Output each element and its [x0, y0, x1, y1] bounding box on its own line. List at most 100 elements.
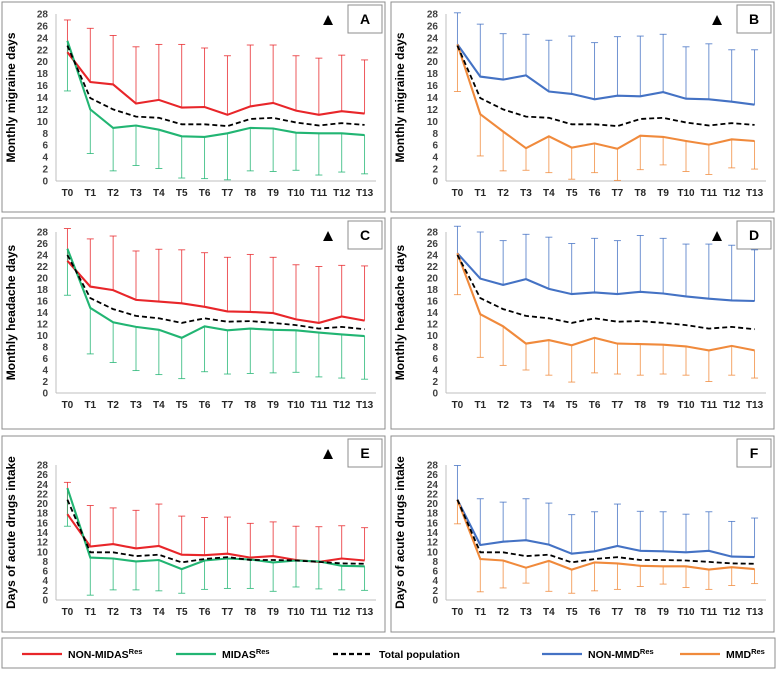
x-tick-label: T2 [107, 607, 119, 618]
series-line-mmd-res [456, 499, 755, 571]
y-tick-label: 8 [432, 557, 438, 568]
y-tick-label: 22 [427, 262, 439, 273]
y-tick-label: 0 [42, 177, 48, 188]
legend-label-superscript: Res [751, 647, 765, 656]
x-tick-label: T0 [62, 188, 74, 199]
x-tick-label: T12 [723, 400, 741, 411]
x-tick-label: T4 [543, 400, 555, 411]
x-tick-label: T3 [520, 400, 532, 411]
y-tick-label: 16 [427, 81, 439, 92]
x-tick-label: T5 [176, 607, 188, 618]
y-tick-label: 4 [42, 576, 48, 587]
y-tick-label: 2 [42, 377, 48, 388]
y-tick-label: 20 [427, 274, 439, 285]
legend-label: NON-MMDRes [588, 647, 654, 661]
series-line-total-population [456, 254, 755, 331]
y-tick-label: 18 [427, 509, 439, 520]
y-tick-label: 8 [432, 129, 438, 140]
x-tick-label: T0 [452, 400, 464, 411]
series-line-total-population [66, 499, 365, 565]
y-axis-label: Days of acute drugs intake [393, 456, 407, 609]
legend-label-superscript: Res [129, 647, 143, 656]
y-tick-label: 26 [427, 21, 439, 32]
x-tick-label: T7 [612, 188, 624, 199]
panel-frame [1, 217, 386, 430]
y-tick-label: 24 [37, 33, 49, 44]
x-tick-label: T11 [701, 400, 718, 411]
y-tick-label: 20 [37, 274, 49, 285]
panel-letter-box [347, 220, 383, 250]
series-line-total-population [456, 45, 755, 128]
y-tick-label: 12 [37, 320, 49, 331]
x-tick-label: T13 [356, 607, 374, 618]
y-tick-label: 0 [432, 389, 438, 400]
series-line-mmd-res [456, 252, 755, 352]
x-tick-label: T8 [244, 607, 256, 618]
y-tick-label: 24 [37, 480, 49, 491]
significance-triangle-icon: ▲ [320, 444, 337, 463]
y-tick-label: 24 [427, 251, 439, 262]
series-line-non-midas-res [66, 51, 365, 116]
x-tick-label: T10 [287, 607, 305, 618]
panel-letter-box [736, 220, 772, 250]
significance-triangle-icon: ▲ [320, 10, 337, 29]
y-tick-label: 4 [42, 153, 48, 164]
series-line-total-population [66, 45, 365, 128]
x-tick-label: T11 [311, 188, 328, 199]
y-tick-label: 16 [37, 518, 49, 529]
x-tick-label: T12 [723, 607, 741, 618]
x-tick-label: T4 [153, 188, 165, 199]
x-tick-label: T8 [634, 400, 646, 411]
panel-letter: B [749, 11, 759, 27]
y-tick-label: 28 [37, 228, 49, 239]
y-axis-label: Monthly migraine days [393, 32, 407, 162]
panel-frame [390, 1, 775, 213]
y-tick-label: 26 [37, 470, 49, 481]
y-tick-label: 6 [432, 567, 438, 578]
y-axis-label: Days of acute drugs intake [4, 456, 18, 609]
x-tick-label: T13 [746, 400, 764, 411]
x-tick-label: T2 [497, 607, 509, 618]
y-tick-label: 28 [427, 228, 439, 239]
panel-letter: D [749, 227, 759, 243]
y-tick-label: 4 [432, 576, 438, 587]
y-tick-label: 16 [37, 297, 49, 308]
y-tick-label: 12 [427, 320, 439, 331]
y-tick-label: 16 [427, 297, 439, 308]
x-tick-label: T13 [746, 188, 764, 199]
y-axis-label: Monthly headache days [393, 244, 407, 380]
y-tick-label: 24 [427, 33, 439, 44]
y-tick-label: 12 [427, 538, 439, 549]
x-tick-label: T1 [84, 188, 96, 199]
legend-label-superscript: Res [256, 647, 270, 656]
y-tick-label: 2 [42, 165, 48, 176]
series-line-non-mmd-res [456, 43, 755, 106]
x-tick-label: T5 [566, 607, 578, 618]
y-tick-label: 12 [427, 105, 439, 116]
legend-label: NON-MIDASRes [68, 647, 142, 661]
y-tick-label: 12 [37, 538, 49, 549]
y-tick-label: 8 [42, 129, 48, 140]
y-tick-label: 4 [42, 366, 48, 377]
y-tick-label: 20 [37, 499, 49, 510]
x-tick-label: T9 [657, 400, 669, 411]
y-tick-label: 16 [37, 81, 49, 92]
y-tick-label: 10 [427, 331, 439, 342]
y-tick-label: 22 [37, 45, 49, 56]
y-tick-label: 24 [427, 480, 439, 491]
x-tick-label: T11 [701, 188, 718, 199]
x-tick-label: T2 [497, 188, 509, 199]
x-tick-label: T5 [566, 188, 578, 199]
x-tick-label: T8 [244, 188, 256, 199]
x-tick-label: T8 [244, 400, 256, 411]
y-tick-label: 26 [427, 470, 439, 481]
y-tick-label: 8 [42, 557, 48, 568]
x-tick-label: T1 [474, 188, 486, 199]
y-tick-label: 0 [42, 389, 48, 400]
y-tick-label: 18 [37, 509, 49, 520]
x-tick-label: T1 [84, 400, 96, 411]
